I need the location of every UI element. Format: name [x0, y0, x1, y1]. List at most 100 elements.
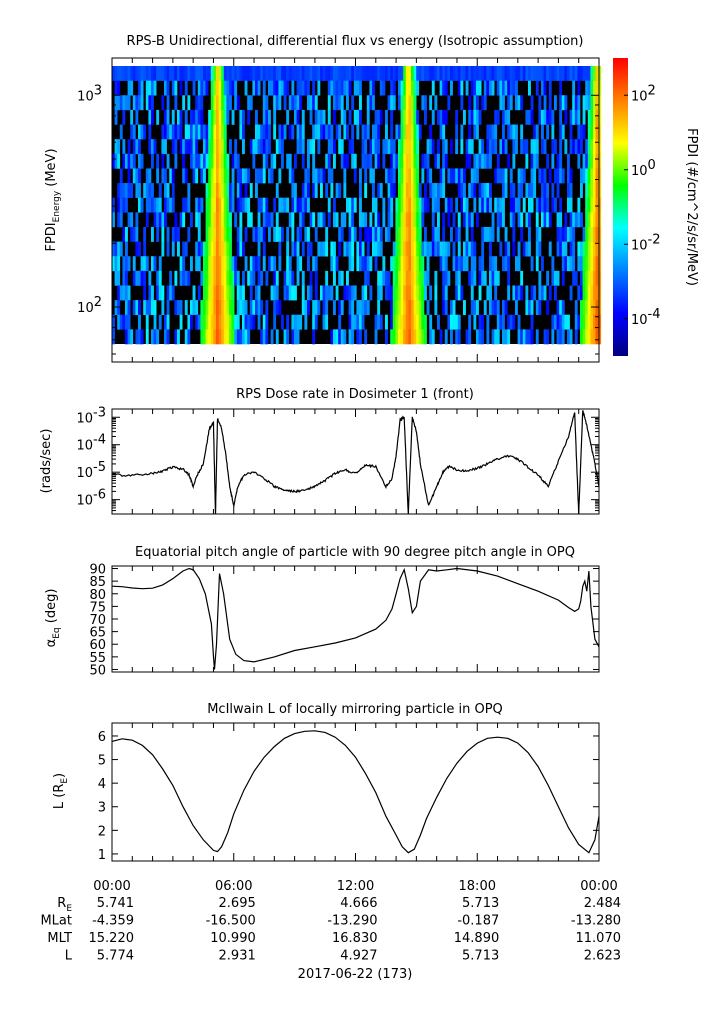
- spectrogram-cell: [556, 226, 560, 242]
- spectrogram-cell: [205, 256, 209, 272]
- spectrogram-cell: [307, 153, 310, 169]
- spectrogram-cell: [348, 241, 352, 257]
- spectrogram-cell: [405, 80, 409, 96]
- spectrogram-cell: [580, 139, 583, 155]
- spectrogram-cell: [429, 66, 433, 81]
- spectrogram-cell: [455, 197, 459, 213]
- spectrogram-cell: [366, 300, 370, 316]
- spectrogram-cell: [515, 139, 518, 155]
- spectrogram-cell: [268, 124, 271, 140]
- spectrogram-cell: [554, 95, 557, 111]
- spectrogram-cell: [114, 66, 118, 81]
- spectrogram-cell: [208, 139, 212, 155]
- spectrogram-cell: [585, 314, 589, 330]
- spectrogram-cell: [286, 226, 290, 242]
- spectrogram-cell: [473, 256, 477, 272]
- spectrogram-cell: [395, 153, 399, 169]
- spectrogram-cell: [444, 66, 448, 81]
- spectrogram-cell: [567, 329, 570, 345]
- spectrogram-cell: [569, 226, 573, 242]
- spectrogram-cell: [525, 329, 529, 345]
- spectrogram-cell: [554, 270, 557, 286]
- spectrogram-cell: [444, 80, 448, 96]
- spectrogram-cell: [229, 329, 232, 345]
- spectrogram-cell: [361, 256, 365, 272]
- spectrogram-cell: [257, 226, 261, 242]
- spectrogram-cell: [468, 124, 472, 140]
- spectrogram-cell: [543, 80, 547, 96]
- spectrogram-cell: [138, 66, 141, 81]
- spectrogram-cell: [265, 66, 269, 81]
- spectrogram-cell: [125, 314, 128, 330]
- spectrogram-cell: [257, 212, 261, 228]
- spectrogram-cell: [346, 66, 349, 81]
- spectrogram-cell: [556, 168, 560, 184]
- spectrogram-cell: [130, 109, 134, 125]
- spectrogram-cell: [275, 329, 279, 345]
- spectrogram-cell: [486, 197, 490, 213]
- spectrogram-cell: [437, 241, 440, 257]
- spectrogram-cell: [491, 80, 495, 96]
- spectrogram-cell: [569, 183, 573, 198]
- spectrogram-cell: [195, 197, 199, 213]
- spectrogram-cell: [138, 124, 141, 140]
- spectrogram-cell: [530, 95, 534, 111]
- spectrogram-cell: [351, 95, 355, 111]
- spectrogram-cell: [580, 270, 583, 286]
- spectrogram-cell: [294, 314, 297, 330]
- spectrogram-cell: [424, 183, 427, 198]
- spectrogram-cell: [561, 300, 565, 316]
- spectrogram-cell: [580, 66, 583, 81]
- spectrogram-cell: [268, 80, 271, 96]
- spectrogram-cell: [307, 80, 310, 96]
- spectrogram-cell: [135, 226, 139, 242]
- spectrogram-cell: [125, 256, 128, 272]
- spectrogram-cell: [403, 270, 407, 286]
- spectrogram-cell: [582, 256, 586, 272]
- spectrogram-cell: [504, 241, 508, 257]
- spectrogram-cell: [483, 300, 487, 316]
- spectrogram-cell: [554, 139, 557, 155]
- spectrogram-cell: [205, 124, 209, 140]
- spectrogram-cell: [543, 197, 547, 213]
- spectrogram-cell: [481, 270, 485, 286]
- spectrogram-cell: [317, 124, 321, 140]
- spectrogram-cell: [507, 285, 511, 301]
- p2-ytick-label: 80: [89, 588, 106, 603]
- spectrogram-cell: [499, 80, 503, 96]
- spectrogram-cell: [502, 183, 505, 198]
- spectrogram-cell: [296, 66, 300, 81]
- spectrogram-cell: [197, 197, 201, 213]
- spectrogram-cell: [244, 256, 248, 272]
- spectrogram-cell: [413, 285, 417, 301]
- spectrogram-cell: [275, 270, 279, 286]
- spectrogram-cell: [400, 329, 404, 345]
- spectrogram-cell: [421, 270, 425, 286]
- spectrogram-cell: [525, 300, 529, 316]
- spectrogram-cell: [117, 66, 121, 81]
- spectrogram-cell: [239, 66, 243, 81]
- spectrogram-cell: [307, 197, 310, 213]
- spectrogram-cell: [213, 95, 217, 111]
- mcilwain-l-panel: McIlwain L of locally mirroring particle…: [52, 702, 600, 863]
- spectrogram-cell: [504, 168, 508, 184]
- spectrogram-cell: [231, 329, 235, 345]
- spectrogram-cell: [356, 300, 360, 316]
- spectrogram-cell: [489, 270, 492, 286]
- spectrogram-cell: [164, 109, 167, 125]
- spectrogram-cell: [405, 66, 409, 81]
- spectrogram-cell: [574, 139, 578, 155]
- spectrogram-cell: [546, 300, 550, 316]
- spectrogram-cell: [585, 183, 589, 198]
- spectrogram-cell: [439, 80, 443, 96]
- spectrogram-cell: [598, 197, 602, 213]
- spectrogram-cell: [286, 329, 290, 345]
- spectrogram-cell: [496, 329, 500, 345]
- spectrogram-cell: [242, 314, 245, 330]
- ephemeris-value: 5.713: [462, 896, 499, 911]
- spectrogram-cell: [509, 124, 513, 140]
- spectrogram-cell: [489, 183, 492, 198]
- spectrogram-cell: [353, 285, 357, 301]
- spectrogram-cell: [535, 124, 539, 140]
- spectrogram-cell: [351, 197, 355, 213]
